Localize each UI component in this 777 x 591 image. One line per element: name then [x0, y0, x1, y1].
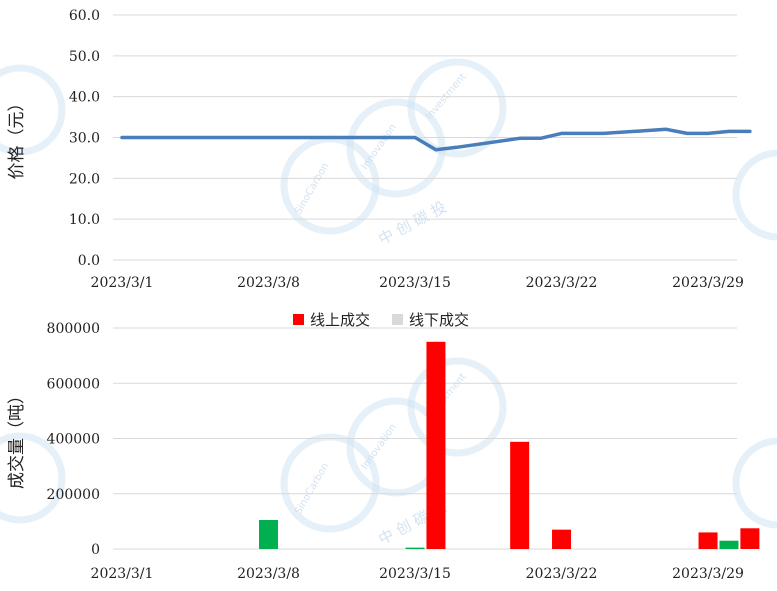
y-tick-label: 20.0	[69, 171, 100, 187]
y-tick-label: 200000	[47, 487, 100, 503]
price-point	[309, 136, 311, 139]
volume-bar	[510, 441, 530, 549]
legend-swatch	[293, 314, 304, 325]
price-point	[749, 130, 751, 132]
price-point	[456, 146, 458, 148]
price-point	[686, 132, 688, 135]
volume-bar	[426, 341, 446, 549]
price-point	[163, 136, 165, 139]
price-point	[581, 132, 584, 135]
y-tick-label: 0	[91, 542, 100, 558]
y-tick-label: 40.0	[69, 90, 100, 106]
price-point	[121, 136, 123, 139]
y-axis-label: 成交量（吨）	[7, 387, 27, 489]
watermark-circle	[0, 432, 66, 524]
watermark-text: 中 创 碳 投	[375, 198, 449, 249]
y-axis-label: 价格（元）	[7, 95, 27, 180]
watermark-circle	[732, 437, 777, 529]
volume-bar	[740, 528, 760, 549]
x-tick-label: 2023/3/1	[91, 566, 154, 582]
watermark-text: SinoCarbon	[293, 161, 331, 216]
watermark-circle	[732, 149, 777, 241]
volume-bar	[552, 529, 572, 549]
y-tick-label: 600000	[47, 376, 100, 392]
watermark-circle	[0, 64, 66, 156]
price-point	[540, 137, 542, 139]
x-tick-label: 2023/3/1	[91, 275, 154, 291]
price-point	[665, 128, 667, 130]
x-tick-label: 2023/3/15	[379, 566, 451, 582]
price-point	[288, 136, 291, 139]
volume-bar	[405, 547, 425, 549]
y-tick-label: 50.0	[69, 49, 100, 65]
x-tick-label: 2023/3/8	[237, 275, 300, 291]
watermark-circle	[407, 58, 507, 158]
watermark-text: Innovation	[359, 422, 398, 472]
price-point	[372, 136, 374, 139]
price-point	[393, 136, 395, 139]
y-tick-label: 30.0	[69, 131, 100, 147]
watermark-circle	[280, 433, 380, 533]
x-tick-label: 2023/3/22	[526, 566, 598, 582]
price-point	[414, 136, 416, 139]
legend-label: 线上成交	[310, 311, 370, 329]
watermark-text: SinoCarbon	[293, 461, 331, 516]
price-point	[226, 136, 228, 139]
y-tick-label: 400000	[47, 432, 100, 448]
price-point	[519, 137, 521, 139]
volume-bar	[698, 532, 718, 549]
watermark-circle	[280, 135, 380, 235]
legend-swatch	[392, 314, 403, 325]
price-point	[142, 136, 144, 139]
x-tick-label: 2023/3/22	[526, 275, 598, 291]
price-point	[728, 130, 730, 132]
x-tick-label: 2023/3/29	[672, 566, 744, 582]
price-point	[267, 136, 270, 139]
y-tick-label: 800000	[47, 321, 100, 337]
legend-label: 线下成交	[409, 311, 469, 329]
y-tick-label: 10.0	[69, 212, 100, 228]
price-point	[246, 136, 249, 139]
y-tick-label: 60.0	[69, 8, 100, 24]
volume-bar	[719, 540, 739, 549]
price-point	[602, 132, 604, 135]
x-tick-label: 2023/3/15	[379, 275, 451, 291]
volume-bar	[259, 519, 279, 549]
price-point	[707, 132, 709, 135]
x-tick-label: 2023/3/8	[237, 566, 300, 582]
watermark-circle	[407, 357, 507, 457]
price-point	[435, 149, 437, 151]
price-point	[560, 132, 563, 135]
watermark-text: Innovation	[359, 122, 398, 172]
x-tick-label: 2023/3/29	[672, 275, 744, 291]
y-tick-label: 0.0	[78, 253, 100, 269]
